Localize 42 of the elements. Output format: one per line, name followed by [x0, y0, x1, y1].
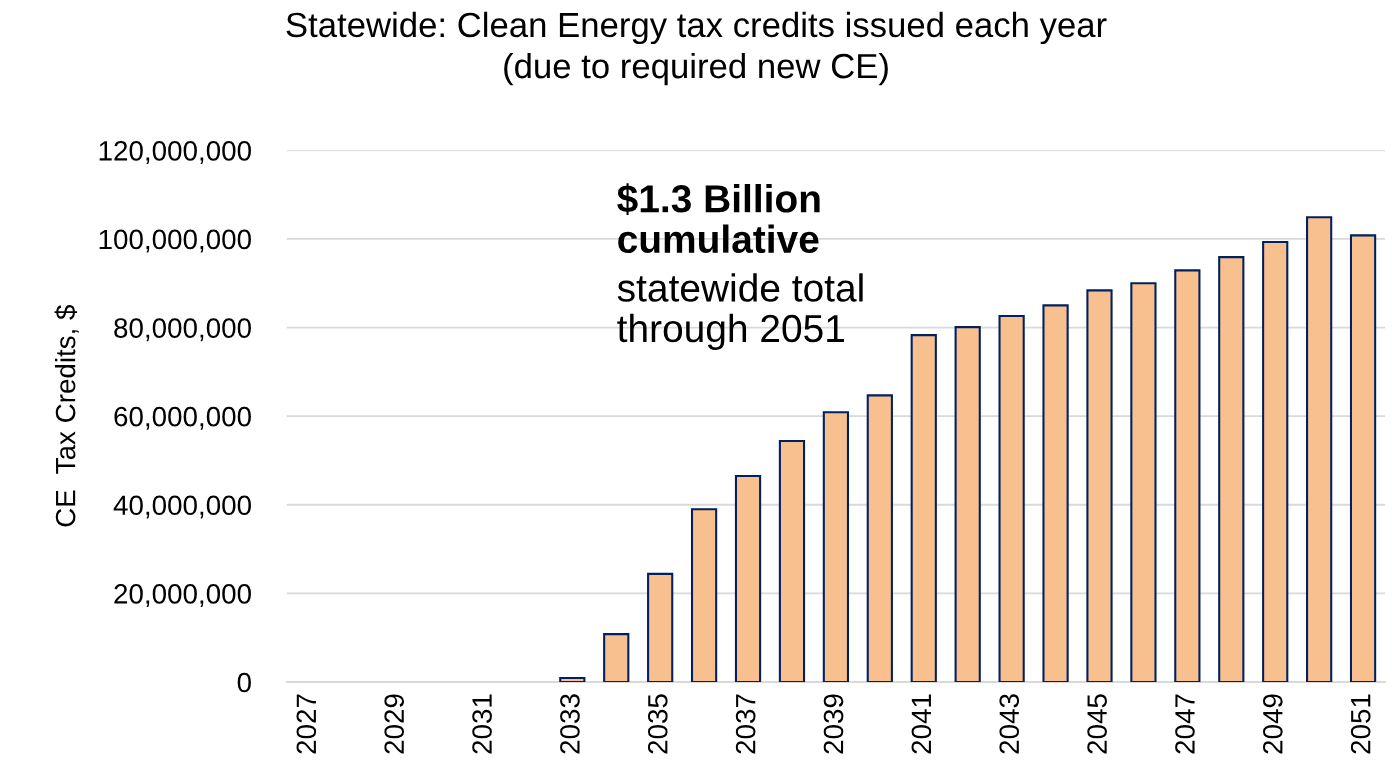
annotation: statewide total through 2051	[617, 273, 863, 350]
x-tick-label: 2043	[999, 694, 1020, 754]
y-tick-label: 20,000,000	[114, 584, 251, 607]
x-tick-label: 2047	[1175, 694, 1195, 754]
bar	[1130, 282, 1157, 682]
y-tick-label: 100,000,000	[99, 229, 251, 253]
bar	[954, 326, 981, 682]
bar	[1042, 304, 1069, 682]
bar	[822, 411, 850, 682]
x-tick-label: 2039	[823, 694, 844, 754]
y-tick-label: 0	[237, 672, 251, 693]
x-tick-label: 2049	[1263, 694, 1283, 754]
bar	[1262, 241, 1289, 682]
bar	[1349, 234, 1377, 682]
x-tick-label: 2045	[1087, 694, 1107, 754]
bar	[647, 572, 674, 682]
y-axis-title: CE Tax Credits, $	[54, 304, 79, 527]
bar	[734, 474, 762, 682]
bar	[1218, 256, 1245, 682]
bar	[690, 508, 718, 682]
bar	[778, 439, 806, 682]
bar	[910, 334, 937, 682]
y-tick-label: 60,000,000	[114, 406, 251, 430]
y-tick-label: 80,000,000	[114, 318, 251, 342]
y-tick-label: 40,000,000	[113, 495, 251, 519]
y-tick-label: 120,000,000	[99, 141, 251, 164]
x-tick-label: 2041	[911, 694, 932, 754]
x-tick-label: 2031	[472, 694, 492, 754]
x-tick-label: 2051	[1350, 694, 1371, 754]
bar	[559, 676, 586, 682]
bar	[1086, 289, 1113, 682]
bar	[998, 315, 1025, 682]
x-tick-label: 2033	[560, 694, 580, 754]
x-tick-label: 2035	[647, 694, 668, 754]
chart-title: Statewide: Clean Energy tax credits issued each year (due to required new CE)	[286, 11, 1107, 86]
x-tick-label: 2029	[384, 694, 405, 754]
bar	[1306, 216, 1333, 682]
x-tick-label: 2027	[296, 694, 317, 754]
x-tick-label: 2037	[735, 694, 756, 754]
bar	[1174, 269, 1201, 682]
bar	[866, 394, 893, 682]
bar	[603, 633, 630, 682]
